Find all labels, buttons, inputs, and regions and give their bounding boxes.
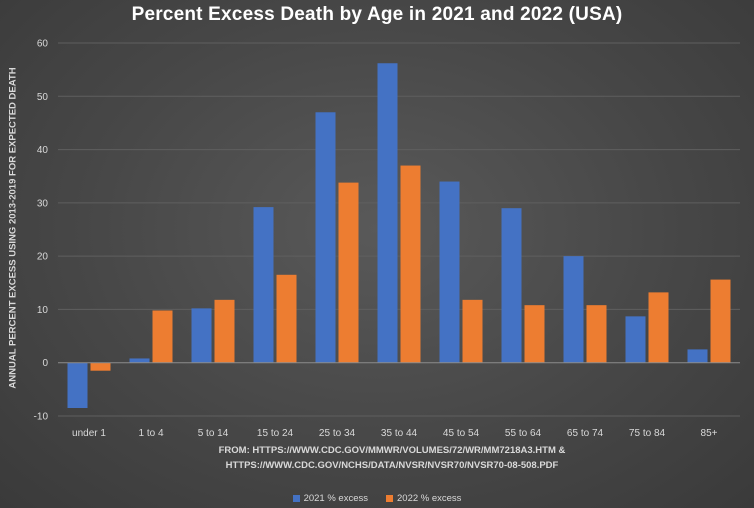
bar-2021 bbox=[67, 362, 88, 409]
bar-2021 bbox=[377, 63, 398, 363]
legend: 2021 % excess 2022 % excess bbox=[0, 493, 754, 504]
bar-2021 bbox=[439, 181, 460, 363]
bar-2022 bbox=[152, 310, 173, 363]
legend-label-2021: 2021 % excess bbox=[303, 493, 368, 504]
y-tick-label: 0 bbox=[42, 358, 48, 369]
bar-2022 bbox=[462, 299, 483, 363]
bar-2021 bbox=[253, 207, 274, 363]
x-tick-label: 75 to 84 bbox=[629, 428, 666, 439]
legend-item-2021: 2021 % excess bbox=[292, 493, 368, 504]
bar-2022 bbox=[400, 165, 421, 363]
bar-2021 bbox=[191, 308, 212, 363]
bar-2022 bbox=[214, 299, 235, 363]
x-tick-label: 25 to 34 bbox=[319, 428, 356, 439]
y-tick-label: 20 bbox=[37, 252, 49, 263]
bar-2022 bbox=[586, 305, 607, 363]
y-tick-label: 40 bbox=[37, 145, 49, 156]
y-tick-label: -10 bbox=[34, 412, 49, 423]
x-tick-label: 5 to 14 bbox=[198, 428, 229, 439]
y-tick-label: 50 bbox=[37, 92, 49, 103]
bar-2022 bbox=[710, 279, 731, 363]
bar-2021 bbox=[501, 208, 522, 363]
x-tick-label: 15 to 24 bbox=[257, 428, 294, 439]
x-tick-label: under 1 bbox=[72, 428, 106, 439]
x-tick-label: 85+ bbox=[701, 428, 718, 439]
x-tick-label: 45 to 54 bbox=[443, 428, 480, 439]
y-tick-label: 30 bbox=[37, 198, 49, 209]
y-tick-label: 10 bbox=[37, 305, 49, 316]
chart-title: Percent Excess Death by Age in 2021 and … bbox=[131, 4, 623, 25]
bar-2022 bbox=[90, 362, 111, 371]
bar-2022 bbox=[524, 305, 545, 363]
bar-2021 bbox=[563, 256, 584, 363]
x-tick-label: 35 to 44 bbox=[381, 428, 418, 439]
bar-2021 bbox=[687, 349, 708, 363]
bar-2022 bbox=[648, 292, 669, 363]
legend-label-2022: 2022 % excess bbox=[397, 493, 462, 504]
legend-swatch-2021 bbox=[292, 495, 300, 502]
bar-2022 bbox=[276, 274, 297, 363]
bar-2021 bbox=[129, 358, 150, 363]
x-tick-label: 1 to 4 bbox=[138, 428, 163, 439]
source-line-1: FROM: HTTPS://WWW.CDC.GOV/MMWR/VOLUMES/7… bbox=[218, 445, 566, 456]
legend-swatch-2022 bbox=[386, 495, 393, 502]
x-tick-label: 55 to 64 bbox=[505, 428, 542, 439]
bar-2022 bbox=[338, 182, 359, 363]
source-line-2: HTTPS://WWW.CDC.GOV/NCHS/DATA/NVSR/NVSR7… bbox=[225, 460, 559, 471]
y-tick-label: 60 bbox=[37, 39, 49, 50]
bar-2021 bbox=[625, 316, 646, 363]
bar-2021 bbox=[315, 112, 336, 363]
legend-item-2022: 2022 % excess bbox=[386, 493, 461, 504]
x-tick-label: 65 to 74 bbox=[567, 428, 604, 439]
